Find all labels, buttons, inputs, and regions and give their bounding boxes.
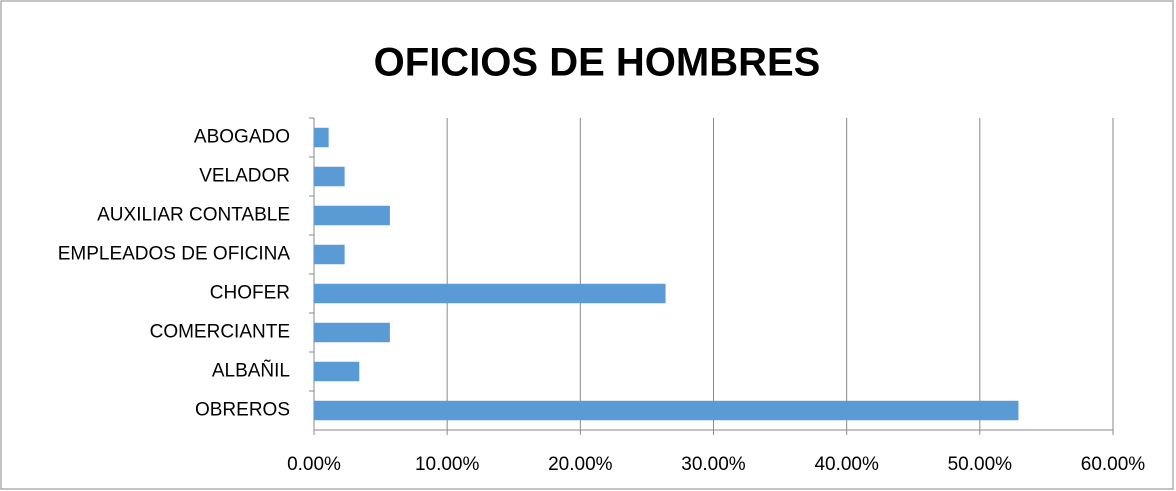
bar	[314, 361, 360, 382]
chart-title: OFICIOS DE HOMBRES	[374, 41, 821, 85]
x-tick-label: 60.00%	[1081, 454, 1146, 475]
x-tick-label: 40.00%	[814, 454, 879, 475]
x-tick-label: 20.00%	[548, 454, 613, 475]
y-tick-label: OBREROS	[195, 400, 290, 421]
bar	[314, 166, 345, 187]
bar	[314, 205, 390, 226]
x-tick-label: 10.00%	[415, 454, 480, 475]
bar	[314, 127, 329, 148]
x-tick-label: 30.00%	[681, 454, 746, 475]
x-tick-label: 0.00%	[287, 454, 341, 475]
bar	[314, 283, 666, 304]
y-tick-label: CHOFER	[210, 283, 290, 304]
y-tick-label: ABOGADO	[194, 127, 290, 148]
y-tick-label: EMPLEADOS DE OFICINA	[58, 244, 291, 265]
bar	[314, 244, 345, 265]
y-tick-label: ALBAÑIL	[212, 360, 290, 382]
y-tick-label: VELADOR	[199, 166, 290, 187]
y-tick-label: COMERCIANTE	[150, 322, 290, 343]
y-tick-label: AUXILIAR CONTABLE	[97, 205, 290, 226]
x-tick-label: 50.00%	[948, 454, 1013, 475]
bar	[314, 400, 1019, 421]
bar	[314, 322, 390, 343]
